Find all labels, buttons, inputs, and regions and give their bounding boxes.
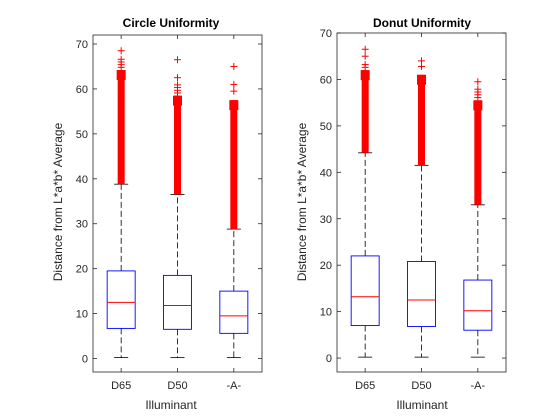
outlier-cluster [117,70,125,185]
box-iqr [106,270,136,329]
box-iqr [219,290,249,334]
chart-title: Circle Uniformity [123,16,220,30]
y-tick-label: 50 [76,129,88,141]
outlier-cluster [174,95,181,195]
y-tick-label: 10 [76,309,88,321]
donut-uniformity-chart: Donut Uniformity Illuminant Distance fro… [295,16,507,412]
box-iqr [163,274,192,330]
y-axis-label: Distance from L*a*b* Average [51,122,65,281]
y-tick-label: 20 [76,264,88,276]
box-D50 [163,56,192,359]
outlier-cluster-top [229,100,239,111]
y-tick-label: 70 [320,28,332,40]
y-tick-label: 30 [76,219,88,231]
outlier-cluster [418,74,425,166]
y-tick-label: 0 [82,354,88,366]
outlier-cluster-top [360,70,370,81]
box-D65 [350,45,380,358]
y-tick-label: 40 [76,174,88,186]
outlier-cluster-top [173,95,182,106]
x-axis-label: Illuminant [396,398,448,412]
outlier-cluster [361,70,369,153]
x-tick-label: D50 [167,380,187,392]
x-axis-label: Illuminant [145,398,197,412]
y-tick-label: 70 [76,39,88,51]
y-tick-label: 60 [320,74,332,86]
y-axis-label: Distance from L*a*b* Average [295,122,309,281]
y-tick-label: 20 [320,260,332,272]
chart-title: Donut Uniformity [373,16,471,30]
outlier-cluster-top [417,74,426,85]
x-tick-label: -A- [470,380,485,392]
y-tick-label: 50 [320,121,332,133]
outlier-cluster-top [473,100,483,111]
outlier-cluster-top [116,70,126,81]
y-tick-label: 30 [320,214,332,226]
y-tick-label: 40 [320,167,332,179]
box-A [219,62,249,359]
x-tick-label: -A- [226,380,241,392]
box-A [463,78,493,358]
box-D65 [106,47,136,359]
x-tick-label: D65 [111,380,131,392]
x-tick-label: D50 [411,380,431,392]
circle-uniformity-chart: Circle Uniformity Illuminant Distance fr… [51,16,263,412]
outlier-cluster [474,100,482,205]
box-D50 [407,57,436,358]
outlier-cluster [230,100,238,230]
box-iqr [350,255,380,327]
y-tick-label: 10 [320,307,332,319]
y-tick-label: 60 [76,84,88,96]
y-tick-label: 0 [326,353,332,365]
box-iqr [407,261,436,327]
box-iqr [463,279,493,331]
x-tick-label: D65 [355,380,375,392]
